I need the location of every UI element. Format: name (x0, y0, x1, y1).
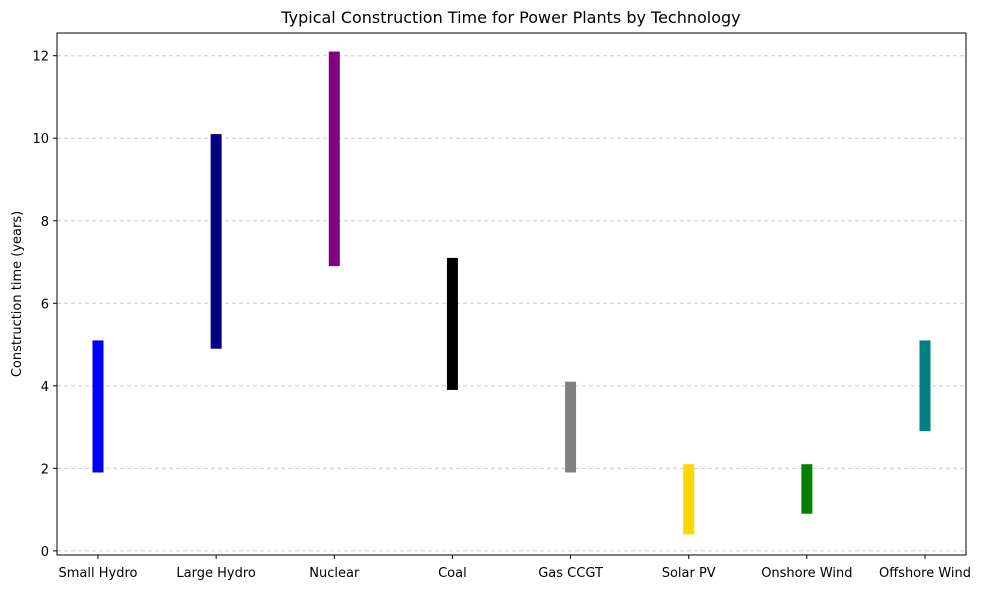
range-bars (92, 51, 931, 535)
range-bar (210, 134, 222, 349)
range-bar (328, 51, 340, 267)
y-tick-label: 2 (41, 462, 49, 477)
plot-area-frame (56, 32, 967, 556)
x-tick-label: Coal (438, 566, 467, 581)
y-tick-label: 10 (32, 132, 49, 147)
chart-title: Typical Construction Time for Power Plan… (280, 8, 740, 27)
y-axis-ticks: 0 2 4 6 8 10 12 (32, 50, 57, 560)
range-bar (92, 340, 104, 473)
range-bar (565, 381, 577, 473)
grid-lines (57, 55, 966, 552)
x-tick-label: Solar PV (662, 566, 716, 581)
y-tick-label: 12 (32, 50, 49, 65)
y-tick-label: 8 (41, 215, 49, 230)
y-tick-label: 4 (41, 380, 49, 395)
range-bar (801, 464, 813, 514)
x-tick-label: Large Hydro (176, 566, 255, 581)
x-tick-label: Nuclear (309, 566, 360, 581)
y-tick-label: 0 (41, 545, 49, 560)
y-tick-label: 6 (41, 297, 49, 312)
x-tick-label: Onshore Wind (761, 566, 852, 581)
x-axis-ticks: Small Hydro Large Hydro Nuclear Coal Gas CCG… (59, 555, 971, 581)
x-tick-label: Offshore Wind (879, 566, 971, 581)
range-bar (683, 464, 695, 535)
x-tick-label: Small Hydro (59, 566, 138, 581)
range-bar (446, 257, 458, 390)
x-tick-label: Gas CCGT (538, 566, 603, 581)
y-axis-label: Construction time (years) (10, 211, 25, 377)
range-bar (919, 340, 931, 432)
